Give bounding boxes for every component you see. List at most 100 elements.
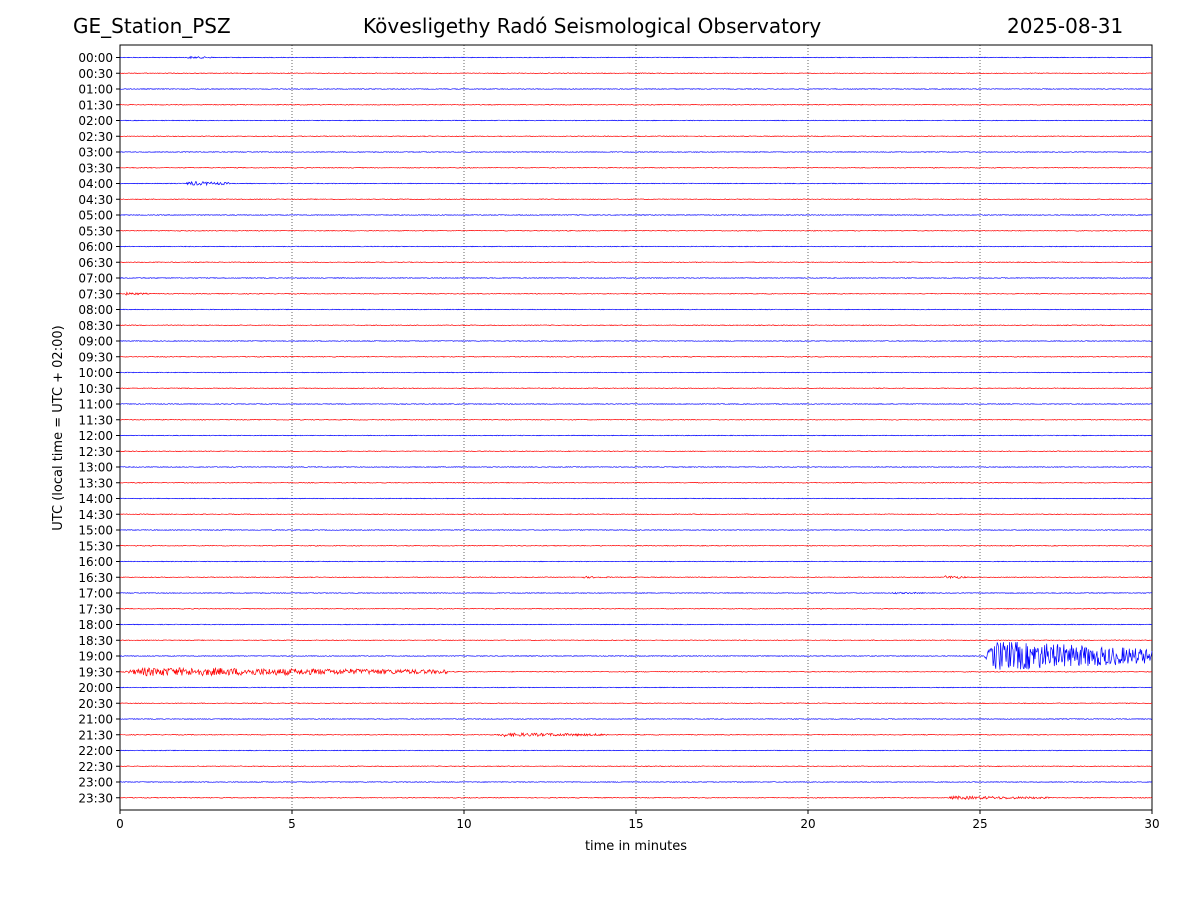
y-tick-label: 06:30 <box>78 256 113 270</box>
y-tick-label: 13:00 <box>78 461 113 475</box>
date-label: 2025-08-31 <box>1007 14 1124 38</box>
trace-0430 <box>119 198 1153 201</box>
y-tick-label: 16:00 <box>78 555 113 569</box>
y-tick-label: 10:30 <box>78 382 113 396</box>
trace-2230 <box>119 765 1153 768</box>
trace-1730 <box>120 607 1153 610</box>
y-tick-label: 13:30 <box>78 476 113 490</box>
y-tick-label: 04:30 <box>78 193 113 207</box>
y-tick-label: 08:00 <box>78 303 113 317</box>
y-tick-label: 00:00 <box>78 51 113 65</box>
trace-0930 <box>119 355 1153 358</box>
trace-0130 <box>119 103 1153 106</box>
trace-1100 <box>119 403 1153 405</box>
y-tick-label: 23:30 <box>78 791 113 805</box>
y-tick-label: 12:00 <box>78 429 113 443</box>
trace-2000 <box>119 686 1152 689</box>
y-tick-label: 00:30 <box>78 67 113 81</box>
y-tick-label: 05:30 <box>78 224 113 238</box>
y-tick-label: 10:00 <box>78 366 113 380</box>
trace-0400 <box>119 180 1153 187</box>
trace-1830 <box>119 639 1153 642</box>
y-tick-label: 11:30 <box>78 413 113 427</box>
trace-1130 <box>119 418 1153 421</box>
trace-1530 <box>119 544 1153 547</box>
trace-1630 <box>119 575 1153 580</box>
trace-group <box>119 55 1153 801</box>
y-tick-label: 03:30 <box>78 161 113 175</box>
y-tick-label: 20:00 <box>78 681 113 695</box>
trace-0230 <box>119 135 1153 138</box>
y-tick-label: 05:00 <box>78 209 113 223</box>
y-tick-label: 22:00 <box>78 744 113 758</box>
trace-1230 <box>119 450 1152 453</box>
trace-0200 <box>119 119 1153 122</box>
y-tick-label: 14:30 <box>78 508 113 522</box>
y-tick-label: 21:30 <box>78 728 113 742</box>
station-name: GE_Station_PSZ <box>73 14 231 38</box>
y-tick-label: 15:00 <box>78 524 113 538</box>
y-tick-label: 09:00 <box>78 335 113 349</box>
y-tick-label: 01:30 <box>78 98 113 112</box>
y-tick-label: 03:00 <box>78 146 113 160</box>
x-tick-label: 30 <box>1144 817 1159 831</box>
trace-0530 <box>119 229 1153 232</box>
y-tick-label: 07:30 <box>78 287 113 301</box>
trace-0700 <box>119 277 1153 279</box>
y-tick-label: 17:00 <box>78 587 113 601</box>
grid-lines <box>291 45 981 810</box>
observatory-title: Kövesligethy Radó Seismological Observat… <box>363 14 822 38</box>
y-tick-label: 02:00 <box>78 114 113 128</box>
y-tick-label: 18:30 <box>78 634 113 648</box>
trace-1400 <box>119 497 1153 500</box>
trace-2130 <box>119 732 1153 738</box>
trace-1930 <box>119 667 1153 677</box>
trace-1700 <box>119 591 1153 595</box>
y-tick-label: 23:00 <box>78 776 113 790</box>
y-tick-label: 16:30 <box>78 571 113 585</box>
trace-0800 <box>119 308 1153 311</box>
trace-2100 <box>120 718 1153 720</box>
trace-0300 <box>119 151 1153 153</box>
y-tick-label: 20:30 <box>78 697 113 711</box>
y-tick-label: 19:30 <box>78 665 113 679</box>
trace-0900 <box>119 340 1153 342</box>
y-tick-label: 04:00 <box>78 177 113 191</box>
y-tick-label: 09:30 <box>78 350 113 364</box>
trace-1200 <box>120 434 1153 437</box>
y-tick-label: 12:30 <box>78 445 113 459</box>
y-tick-label: 17:30 <box>78 602 113 616</box>
x-tick-label: 20 <box>800 817 815 831</box>
y-tick-label: 02:30 <box>78 130 113 144</box>
trace-2030 <box>119 702 1153 705</box>
y-axis-label: UTC (local time = UTC + 02:00) <box>51 325 66 530</box>
trace-1030 <box>119 387 1153 390</box>
y-tick-label: 14:00 <box>78 492 113 506</box>
y-tick-label: 11:00 <box>78 398 113 412</box>
y-tick-label: 15:30 <box>78 539 113 553</box>
trace-0730 <box>119 291 1153 296</box>
x-tick-label: 5 <box>288 817 296 831</box>
trace-0500 <box>119 214 1153 216</box>
y-tick-label: 06:00 <box>78 240 113 254</box>
trace-0600 <box>120 245 1153 248</box>
x-tick-label: 15 <box>628 817 643 831</box>
trace-0030 <box>119 72 1153 75</box>
x-tick-label: 0 <box>116 817 124 831</box>
trace-1500 <box>120 529 1153 531</box>
trace-0100 <box>119 88 1153 90</box>
y-tick-label: 19:00 <box>78 650 113 664</box>
y-tick-label: 21:00 <box>78 713 113 727</box>
trace-1430 <box>119 513 1153 516</box>
trace-2300 <box>119 781 1153 783</box>
y-tick-label: 22:30 <box>78 760 113 774</box>
y-tick-label: 01:00 <box>78 83 113 97</box>
trace-0330 <box>119 166 1152 169</box>
trace-1800 <box>119 623 1153 626</box>
trace-0000 <box>119 55 1152 60</box>
trace-1900 <box>119 641 1153 670</box>
trace-1330 <box>120 481 1153 484</box>
x-axis-label: time in minutes <box>585 839 687 854</box>
